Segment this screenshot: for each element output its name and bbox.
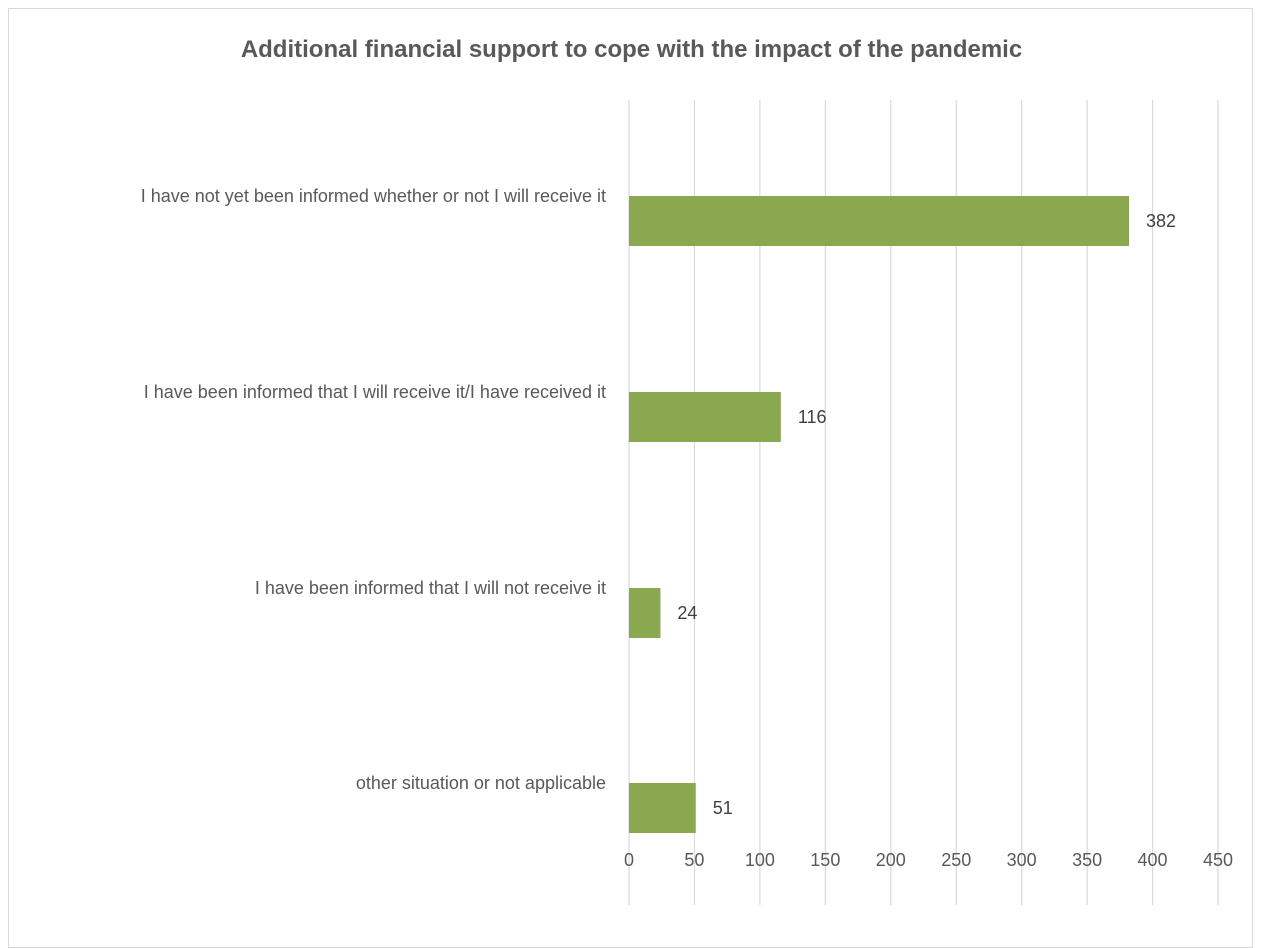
x-tick-label: 350 bbox=[1072, 850, 1102, 870]
category-label: I have been informed that I will not rec… bbox=[255, 578, 606, 598]
x-tick-label: 200 bbox=[876, 850, 906, 870]
x-tick-label: 150 bbox=[810, 850, 840, 870]
x-tick-label: 450 bbox=[1203, 850, 1233, 870]
data-label: 51 bbox=[713, 798, 733, 818]
data-label: 24 bbox=[677, 603, 697, 623]
data-label: 382 bbox=[1146, 211, 1176, 231]
category-label: I have been informed that I will receive… bbox=[144, 382, 606, 402]
chart-title: Additional financial support to cope wit… bbox=[240, 36, 1023, 63]
x-tick-label: 400 bbox=[1138, 850, 1168, 870]
labels: 0 50 100 150 200 250 300 350 400 450 382 I have not… bbox=[141, 186, 1233, 870]
bar bbox=[629, 783, 696, 833]
x-tick-label: 50 bbox=[684, 850, 704, 870]
data-label: 116 bbox=[798, 407, 827, 427]
x-tick-label: 0 bbox=[624, 850, 634, 870]
bars bbox=[629, 196, 1129, 833]
bar bbox=[629, 196, 1129, 246]
bar bbox=[629, 588, 661, 638]
x-tick-label: 100 bbox=[745, 850, 775, 870]
category-label: other situation or not applicable bbox=[356, 773, 606, 793]
bar bbox=[629, 392, 781, 442]
x-tick-label: 250 bbox=[941, 850, 971, 870]
category-label: I have not yet been informed whether or … bbox=[141, 186, 606, 206]
x-tick-label: 300 bbox=[1007, 850, 1037, 870]
